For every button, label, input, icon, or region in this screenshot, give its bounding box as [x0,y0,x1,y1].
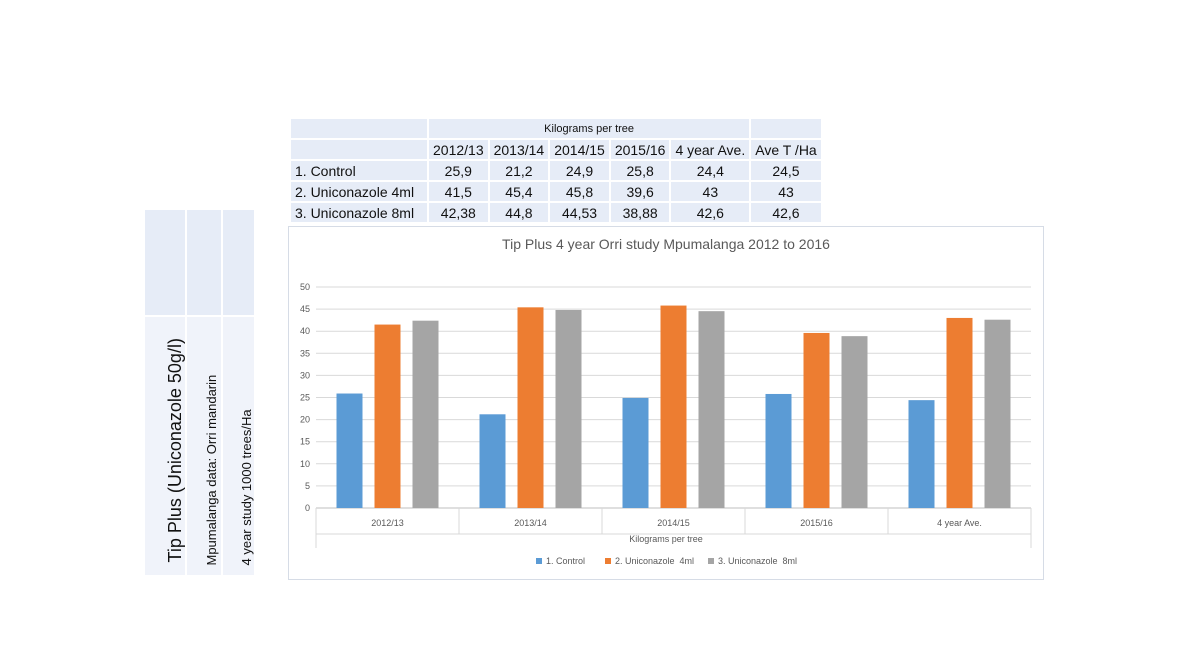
table-row: 3. Uniconazole 8ml 42,38 44,8 44,53 38,8… [291,203,821,222]
bar [555,309,582,508]
table-cell: 39,6 [610,182,670,201]
bar [946,317,973,508]
table-cell: 43 [671,182,750,201]
side-source-cell: Mpumalanga data: Orri mandarin [187,317,221,575]
column-header: 2015/16 [610,140,670,159]
table-cell: 44,8 [489,203,549,222]
table-cell: 24,5 [751,161,821,180]
table-corner-cell [291,140,427,159]
column-header: 2013/14 [489,140,549,159]
column-header: 4 year Ave. [671,140,750,159]
legend-label: 1. Control [546,556,585,566]
y-tick-label: 35 [300,348,310,358]
yield-table: Kilograms per tree 2012/13 2013/14 2014/… [289,117,823,224]
side-study-text: 4 year study 1000 trees/Ha [238,409,254,566]
table-cell: 45,8 [550,182,609,201]
column-header: Ave T /Ha [751,140,821,159]
bar [908,400,935,508]
table-cell: 42,6 [751,203,821,222]
side-product-cell: Tip Plus (Uniconazole 50g/l) [145,317,185,575]
table-cell: 42,6 [671,203,750,222]
y-tick-label: 45 [300,304,310,314]
chart-title: Tip Plus 4 year Orri study Mpumalanga 20… [502,236,830,252]
legend-swatch [708,558,714,564]
row-label: 3. Uniconazole 8ml [291,203,427,222]
legend-swatch [536,558,542,564]
legend-swatch [605,558,611,564]
bar [841,336,868,508]
y-tick-label: 0 [305,503,310,513]
row-label: 1. Control [291,161,427,180]
legend-label: 2. Uniconazole 4ml [615,556,694,566]
table-cell: 24,4 [671,161,750,180]
table-cell: 41,5 [429,182,488,201]
table-corner-cell [291,119,427,138]
bar [698,311,725,508]
table-cell: 45,4 [489,182,549,201]
x-tick-label: 2013/14 [514,518,547,528]
side-product-text: Tip Plus (Uniconazole 50g/l) [165,338,185,563]
bar [803,332,830,508]
bar [336,393,363,508]
table-cell: 21,2 [489,161,549,180]
x-tick-label: 2012/13 [371,518,404,528]
side-table-cell [187,210,221,315]
side-table-cell [145,210,185,315]
y-tick-label: 15 [300,437,310,447]
side-source-text: Mpumalanga data: Orri mandarin [204,374,219,566]
table-cell: 25,8 [610,161,670,180]
y-tick-label: 20 [300,415,310,425]
bar [622,397,649,508]
table-header-row: 2012/13 2013/14 2014/15 2015/16 4 year A… [291,140,821,159]
x-tick-label: 4 year Ave. [937,518,982,528]
column-header: 2014/15 [550,140,609,159]
side-table-cell [223,210,254,315]
table-cell: 25,9 [429,161,488,180]
y-tick-label: 50 [300,282,310,292]
chart-frame: Tip Plus 4 year Orri study Mpumalanga 20… [288,226,1044,580]
y-tick-label: 10 [300,459,310,469]
bar [984,319,1011,508]
table-cell: 24,9 [550,161,609,180]
table-row: 2. Uniconazole 4ml 41,5 45,4 45,8 39,6 4… [291,182,821,201]
side-study-cell: 4 year study 1000 trees/Ha [223,317,254,575]
x-tick-label: 2015/16 [800,518,833,528]
bar [412,320,439,508]
table-empty-super-cell [751,119,821,138]
bar [374,324,401,508]
y-tick-label: 40 [300,326,310,336]
table-cell: 44,53 [550,203,609,222]
y-tick-label: 5 [305,481,310,491]
bar [660,305,687,508]
table-super-header: Kilograms per tree [429,119,750,138]
legend-label: 3. Uniconazole 8ml [718,556,797,566]
column-header: 2012/13 [429,140,488,159]
bar-chart: Tip Plus 4 year Orri study Mpumalanga 20… [300,236,1032,566]
x-tick-label: 2014/15 [657,518,690,528]
y-tick-label: 25 [300,393,310,403]
bar [765,393,792,508]
table-cell: 38,88 [610,203,670,222]
row-label: 2. Uniconazole 4ml [291,182,427,201]
table-cell: 43 [751,182,821,201]
table-super-header-row: Kilograms per tree [291,119,821,138]
y-tick-label: 30 [300,370,310,380]
table-row: 1. Control 25,9 21,2 24,9 25,8 24,4 24,5 [291,161,821,180]
bar [517,307,544,508]
x-axis-title: Kilograms per tree [629,534,703,544]
bar [479,414,506,508]
table-cell: 42,38 [429,203,488,222]
